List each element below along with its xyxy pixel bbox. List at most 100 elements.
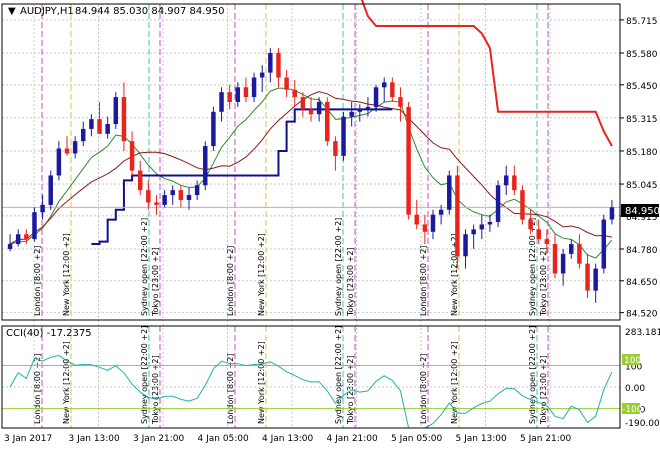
candle-body bbox=[56, 148, 62, 176]
price-tick-label: 85.180 bbox=[626, 148, 658, 158]
candle-body bbox=[390, 82, 395, 98]
candle-body bbox=[219, 92, 224, 112]
session-label-sydney: Sydney open [22:00 +2] bbox=[334, 326, 343, 424]
candle-body bbox=[32, 212, 37, 240]
overlay-indicators bbox=[2, 0, 620, 259]
session-label-sydney: Sydney open [22:00 +2] bbox=[140, 326, 149, 424]
chart-frame bbox=[1, 3, 621, 429]
candle-body bbox=[268, 52, 273, 73]
candle-body bbox=[284, 77, 289, 90]
candle-body bbox=[512, 175, 517, 191]
time-tick-label: 4 Jan 21:00 bbox=[327, 434, 379, 444]
session-label-london: London [8:00 +2] bbox=[33, 246, 42, 316]
candle-body bbox=[170, 190, 175, 196]
candle-body bbox=[333, 141, 338, 156]
cci-panel-frame bbox=[1, 325, 621, 429]
price-tick-label: 85.715 bbox=[626, 17, 658, 27]
candle-body bbox=[308, 109, 314, 115]
cci-level-minus100-label: -100 bbox=[622, 405, 643, 415]
price-tick-label: 84.780 bbox=[626, 246, 658, 256]
candle-body bbox=[7, 244, 13, 249]
candle-body bbox=[463, 234, 468, 257]
cci-level-100-badge bbox=[622, 354, 640, 365]
time-tick-label: 5 Jan 05:00 bbox=[391, 434, 443, 444]
session-label-tokyo: Tokyo [23:00 +2] bbox=[539, 247, 548, 317]
candle-body bbox=[105, 124, 110, 134]
candle-body bbox=[569, 244, 574, 254]
candle-body bbox=[609, 207, 615, 220]
candle-body bbox=[471, 229, 476, 235]
cci-title: CCI(40) -17.2375 bbox=[6, 328, 92, 339]
current-price-label: 84.950 bbox=[625, 206, 660, 217]
price-tick-label: 84.520 bbox=[626, 310, 658, 320]
candle-body bbox=[40, 204, 45, 213]
candle-body bbox=[381, 82, 387, 88]
candle-body bbox=[129, 141, 135, 171]
candle-body bbox=[178, 190, 184, 200]
session-label-london: London [8:00 +2] bbox=[419, 354, 428, 424]
candle-body bbox=[406, 106, 411, 215]
candle-body bbox=[81, 128, 86, 142]
candle-body bbox=[414, 214, 419, 225]
ma-slow-line bbox=[9, 91, 612, 245]
cci-tick-label: 283.1817 bbox=[625, 328, 660, 338]
session-label-sydney: Sydney open [22:00 +2] bbox=[140, 218, 149, 316]
session-label-sydney: Sydney open [22:00 +2] bbox=[334, 218, 343, 316]
candle-body bbox=[593, 268, 598, 291]
candle-body bbox=[528, 219, 533, 230]
candle-body bbox=[227, 92, 232, 102]
session-label-new_york: New York [12:00 +2] bbox=[62, 233, 71, 316]
candle-body bbox=[560, 253, 566, 274]
candle-body bbox=[365, 106, 371, 110]
candle-body bbox=[601, 219, 607, 269]
cci-tick-label: 100 bbox=[625, 362, 642, 372]
time-tick-label: 3 Jan 21:00 bbox=[133, 434, 185, 444]
candle-body bbox=[211, 111, 216, 147]
session-label-tokyo: Tokyo [23:00 +2] bbox=[151, 355, 160, 425]
session-label-london: London [8:00 +2] bbox=[226, 354, 235, 424]
candle-body bbox=[64, 148, 70, 154]
candle-body bbox=[495, 185, 501, 223]
candle-body bbox=[398, 97, 403, 107]
candle-body bbox=[48, 175, 53, 205]
symbol-timeframe: AUDJPY,H1 bbox=[20, 6, 74, 17]
candle-body bbox=[536, 229, 541, 240]
trailing-stop-short bbox=[360, 0, 613, 147]
time-tick-label: 5 Jan 21:00 bbox=[520, 434, 572, 444]
candle-body bbox=[121, 97, 127, 142]
candle-body bbox=[243, 87, 249, 98]
session-label-tokyo: Tokyo [23:00 +2] bbox=[346, 247, 355, 317]
price-tick-label: 85.450 bbox=[626, 82, 658, 92]
candle-body bbox=[194, 185, 200, 196]
candle-body bbox=[15, 234, 21, 245]
time-tick-label: 3 Jan 2017 bbox=[4, 434, 52, 444]
candle-body bbox=[24, 234, 29, 240]
down-triangle-icon[interactable]: ▼ bbox=[8, 6, 16, 17]
candle-body bbox=[479, 224, 485, 230]
price-axis: 85.715 85.580 85.450 85.315 85.180 85.045 84.9… bbox=[620, 17, 658, 320]
candle-body bbox=[430, 214, 436, 232]
price-tick-label: 85.580 bbox=[626, 50, 658, 60]
trailing-stop-long bbox=[91, 108, 393, 246]
candle-body bbox=[438, 209, 444, 215]
candle-body bbox=[585, 263, 590, 291]
session-label-london: London [8:00 +2] bbox=[33, 354, 42, 424]
candle-body bbox=[316, 101, 322, 115]
session-label-tokyo: Tokyo [23:00 +2] bbox=[151, 247, 160, 317]
candle-body bbox=[373, 87, 379, 107]
candles bbox=[7, 48, 615, 303]
candle-body bbox=[186, 195, 192, 200]
price-tick-label: 84.915 bbox=[626, 213, 658, 223]
candle-body bbox=[503, 175, 509, 186]
session-label-new_york: New York [12:00 +2] bbox=[257, 341, 266, 424]
cci-level-minus100-badge bbox=[622, 403, 640, 414]
session-label-london: London [8:00 +2] bbox=[419, 246, 428, 316]
candle-body bbox=[146, 190, 151, 203]
cci-indicator bbox=[2, 354, 620, 429]
time-tick-label: 4 Jan 05:00 bbox=[198, 434, 250, 444]
time-tick-label: 4 Jan 13:00 bbox=[262, 434, 314, 444]
candle-body bbox=[325, 101, 330, 142]
cci-line bbox=[9, 354, 613, 429]
